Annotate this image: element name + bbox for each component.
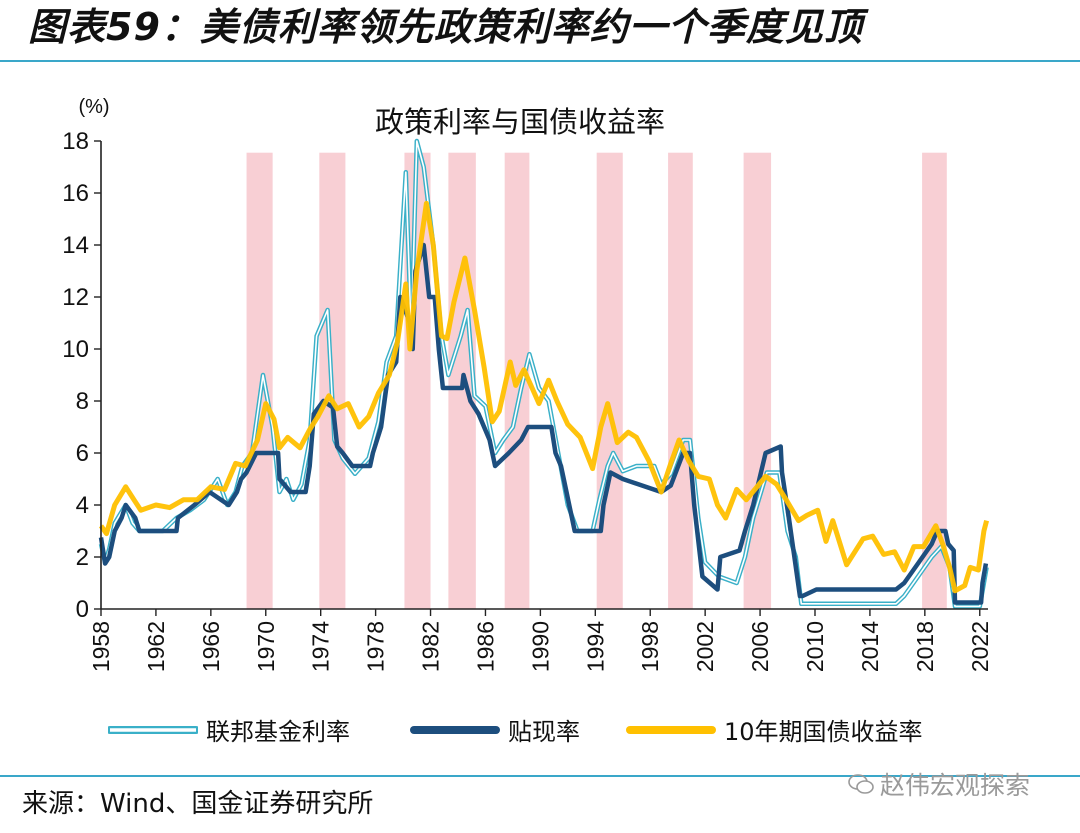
- y-tick-label-2: 2: [76, 544, 89, 571]
- x-tick-label-2022: 2022: [967, 621, 993, 672]
- x-tick-label-1982: 1982: [418, 621, 444, 672]
- top-rule: [0, 60, 1080, 62]
- series-fed-funds: [98, 138, 989, 609]
- y-tick-label-16: 16: [62, 180, 89, 207]
- legend-item-treasury: 10年期国债收益率: [626, 712, 923, 747]
- x-tick-label-1970: 1970: [253, 621, 279, 672]
- y-tick-label-10: 10: [62, 336, 89, 363]
- watermark: 赵伟宏观探索: [848, 766, 1030, 802]
- series-treasury-10y: [98, 200, 990, 594]
- y-tick-label-18: 18: [62, 128, 89, 155]
- legend-item-discount: 贴现率: [410, 712, 580, 747]
- x-tick-label-2006: 2006: [747, 621, 773, 672]
- x-tick-label-1958: 1958: [88, 621, 114, 672]
- fed-funds-line-outer: [98, 138, 989, 609]
- x-tick-label-1966: 1966: [198, 621, 224, 672]
- chart: 0 2 4 6 8 10 12 14 16 18 1958 1962 1966 1970 1974 1978 1…: [62, 96, 992, 672]
- y-tick-label-14: 14: [62, 232, 89, 259]
- x-tick-label-1978: 1978: [363, 621, 389, 672]
- y-tick-label-4: 4: [76, 492, 89, 519]
- x-tick-label-1962: 1962: [143, 621, 169, 672]
- y-tick-label-6: 6: [76, 440, 89, 467]
- bottom-rule: [0, 775, 1080, 777]
- shaded-period-0: [246, 152, 273, 609]
- source-note: 来源：Wind、国金证券研究所: [22, 789, 374, 819]
- legend-item-fed-funds: 联邦基金利率: [108, 712, 350, 747]
- x-tick-label-2018: 2018: [912, 621, 938, 672]
- fed-funds-line-inner: [100, 140, 988, 608]
- x-tick-label-2014: 2014: [857, 621, 883, 672]
- treasury-swatch: [626, 725, 716, 734]
- shaded-period-5: [596, 152, 623, 609]
- wechat-icon: [848, 774, 874, 794]
- watermark-text: 赵伟宏观探索: [880, 771, 1031, 800]
- discount-line: [98, 242, 989, 605]
- shaded-period-6: [668, 152, 693, 609]
- y-unit-label: (%): [78, 96, 109, 118]
- treasury-10y-line: [98, 200, 990, 594]
- series-layer: [98, 138, 990, 609]
- discount-swatch: [410, 725, 500, 734]
- chart-title: 政策利率与国债收益率: [375, 106, 665, 139]
- x-tick-label-1974: 1974: [308, 621, 334, 672]
- series-discount: [98, 242, 989, 605]
- figure-title: 图表59：美债利率领先政策利率约一个季度见顶: [28, 5, 863, 49]
- legend-label-discount: 贴现率: [508, 718, 580, 746]
- legend-label-treasury: 10年期国债收益率: [724, 718, 923, 746]
- axes: 0 2 4 6 8 10 12 14 16 18 1958 1962 1966 1970 1974 1978 1…: [62, 128, 992, 672]
- x-tick-label-1994: 1994: [582, 621, 608, 672]
- shaded-periods: [246, 152, 947, 609]
- x-tick-label-2010: 2010: [802, 621, 828, 672]
- x-tick-label-1986: 1986: [472, 621, 498, 672]
- x-tick-label-1998: 1998: [637, 621, 663, 672]
- y-tick-label-12: 12: [62, 284, 89, 311]
- legend-label-fed-funds: 联邦基金利率: [206, 718, 350, 746]
- fed-funds-swatch: [108, 725, 198, 734]
- x-tick-label-2002: 2002: [692, 621, 718, 672]
- y-tick-label-8: 8: [76, 388, 89, 415]
- y-tick-label-0: 0: [76, 596, 89, 623]
- x-tick-label-1990: 1990: [527, 621, 553, 672]
